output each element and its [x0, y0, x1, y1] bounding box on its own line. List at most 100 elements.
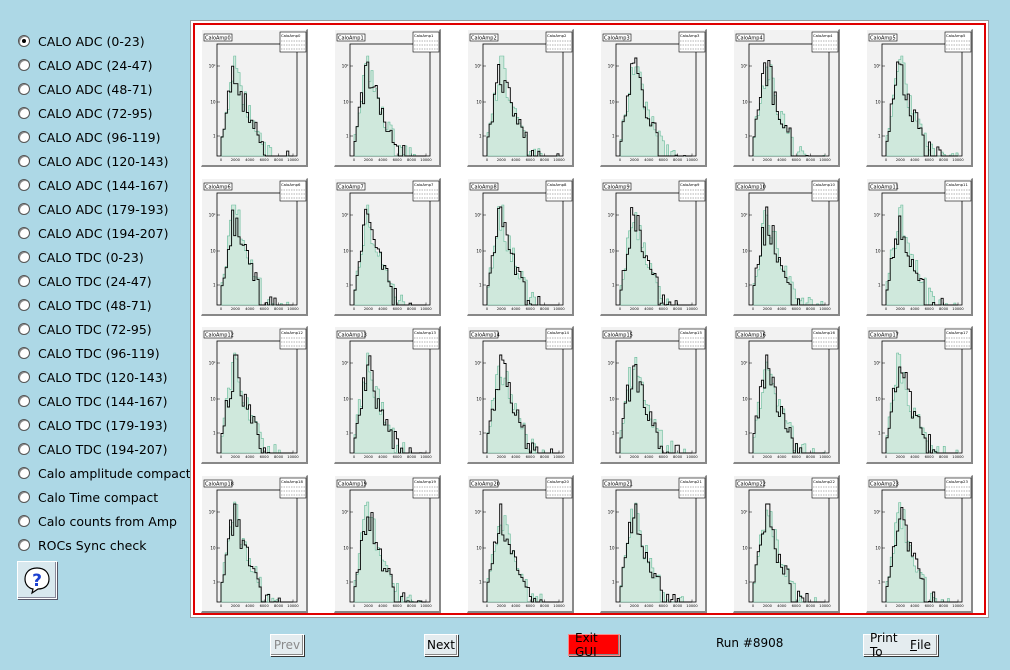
radio-button-icon[interactable] [18, 107, 30, 119]
histogram-option-radio[interactable]: CALO TDC (96-119) [18, 343, 160, 363]
x-tick-label: 10000 [553, 455, 565, 459]
data-histogram [752, 206, 825, 305]
histogram-option-radio[interactable]: CALO TDC (179-193) [18, 415, 168, 435]
histogram-option-radio[interactable]: CALO TDC (24-47) [18, 271, 152, 291]
y-tick-label: 10 [343, 545, 349, 550]
radio-button-icon[interactable] [18, 323, 30, 335]
x-tick-label: 8000 [407, 455, 417, 459]
radio-button-icon[interactable] [18, 395, 30, 407]
x-tick-label: 10000 [287, 604, 299, 608]
x-tick-label: 8000 [939, 307, 949, 311]
histogram-option-radio[interactable]: CALO TDC (144-167) [18, 391, 168, 411]
x-tick-label: 8000 [806, 307, 816, 311]
histogram-pad[interactable]: CaloAmp8 CaloAmp8 10² 10 1 0 2000 4000 6000 8000 1… [467, 177, 574, 316]
radio-button-icon[interactable] [18, 227, 30, 239]
histogram-option-radio[interactable]: CALO ADC (24-47) [18, 55, 153, 75]
histogram-option-radio[interactable]: CALO ADC (72-95) [18, 103, 153, 123]
histogram-option-label: CALO ADC (144-167) [38, 177, 169, 193]
histogram-title: CaloAmp12 [205, 333, 234, 339]
histogram-option-radio[interactable]: CALO TDC (120-143) [18, 367, 168, 387]
histogram-option-radio[interactable]: CALO TDC (0-23) [18, 247, 144, 267]
histogram-option-radio[interactable]: Calo counts from Amp [18, 511, 177, 531]
prev-button[interactable]: Prev [270, 634, 304, 656]
radio-button-icon[interactable] [18, 419, 30, 431]
histogram-option-radio[interactable]: CALO ADC (179-193) [18, 199, 168, 219]
histogram-pad[interactable]: CaloAmp17 CaloAmp17 10² 10 1 0 2000 4000 6000 800… [866, 326, 973, 464]
histogram-option-radio[interactable]: CALO ADC (144-167) [18, 175, 168, 195]
histogram-pad[interactable]: CaloAmp12 CaloAmp12 10² 10 1 0 2000 4000 6000 800… [201, 326, 308, 464]
radio-button-icon[interactable] [18, 467, 30, 479]
y-tick-label: 10 [609, 545, 615, 550]
radio-button-icon[interactable] [18, 539, 30, 551]
histogram-pad[interactable]: CaloAmp22 CaloAmp22 10² 10 1 0 2000 4000 6000 800… [733, 474, 840, 613]
histogram-title: CaloAmp17 [870, 333, 899, 339]
histogram-canvas[interactable]: CaloAmp0 CaloAmp0 10² 10 1 0 2000 4000 6000 8000 1… [190, 20, 989, 618]
histogram-pad[interactable]: CaloAmp13 CaloAmp13 10² 10 1 0 2000 4000 6000 800… [334, 326, 441, 464]
radio-button-icon[interactable] [18, 35, 30, 47]
histogram-pad[interactable]: CaloAmp16 CaloAmp16 10² 10 1 0 2000 4000 6000 800… [733, 326, 840, 464]
x-tick-label: 10000 [686, 455, 698, 459]
radio-button-icon[interactable] [18, 347, 30, 359]
stats-box-title: CaloAmp1 [414, 33, 434, 38]
histogram-option-radio[interactable]: ROCs Sync check [18, 535, 146, 555]
histogram-option-radio[interactable]: Calo amplitude compact [18, 463, 191, 483]
radio-button-icon[interactable] [18, 515, 30, 527]
histogram-pad[interactable]: CaloAmp9 CaloAmp9 10² 10 1 0 2000 4000 6000 8000 1… [600, 177, 707, 316]
histogram-pad[interactable]: CaloAmp19 CaloAmp19 10² 10 1 0 2000 4000 6000 800… [334, 474, 441, 613]
histogram-option-radio[interactable]: CALO TDC (48-71) [18, 295, 152, 315]
y-tick-label: 1 [878, 579, 881, 584]
histogram-option-radio[interactable]: CALO ADC (96-119) [18, 127, 161, 147]
histogram-pad[interactable]: CaloAmp6 CaloAmp6 10² 10 1 0 2000 4000 6000 8000 1… [201, 177, 308, 316]
histogram-option-radio[interactable]: CALO ADC (0-23) [18, 31, 145, 51]
radio-button-icon[interactable] [18, 179, 30, 191]
histogram-option-radio[interactable]: CALO ADC (48-71) [18, 79, 153, 99]
histogram-pad[interactable]: CaloAmp2 CaloAmp2 10² 10 1 0 2000 4000 6000 8000 1… [467, 29, 574, 167]
histogram-option-label: CALO ADC (24-47) [38, 57, 153, 73]
next-button[interactable]: Next [424, 634, 458, 656]
radio-button-icon[interactable] [18, 59, 30, 71]
radio-button-icon[interactable] [18, 443, 30, 455]
help-button[interactable]: ? [17, 561, 57, 599]
histogram-pad[interactable]: CaloAmp23 CaloAmp23 10² 10 1 0 2000 4000 6000 800… [866, 474, 973, 613]
x-tick-label: 0 [353, 604, 356, 608]
histogram-pad[interactable]: CaloAmp3 CaloAmp3 10² 10 1 0 2000 4000 6000 8000 1… [600, 29, 707, 167]
x-tick-label: 4000 [910, 604, 920, 608]
x-tick-label: 8000 [939, 158, 949, 162]
histogram-pad[interactable]: CaloAmp5 CaloAmp5 10² 10 1 0 2000 4000 6000 8000 1… [866, 29, 973, 167]
histogram-pad[interactable]: CaloAmp4 CaloAmp4 10² 10 1 0 2000 4000 6000 8000 1… [733, 29, 840, 167]
radio-button-icon[interactable] [18, 491, 30, 503]
radio-button-icon[interactable] [18, 203, 30, 215]
histogram-pad[interactable]: CaloAmp14 CaloAmp14 10² 10 1 0 2000 4000 6000 800… [467, 326, 574, 464]
histogram-pad[interactable]: CaloAmp20 CaloAmp20 10² 10 1 0 2000 4000 6000 800… [467, 474, 574, 613]
radio-button-icon[interactable] [18, 371, 30, 383]
histogram-pad[interactable]: CaloAmp21 CaloAmp21 10² 10 1 0 2000 4000 6000 800… [600, 474, 707, 613]
histogram-option-radio[interactable]: CALO TDC (72-95) [18, 319, 152, 339]
histogram-option-radio[interactable]: Calo Time compact [18, 487, 158, 507]
radio-button-icon[interactable] [18, 275, 30, 287]
histogram-pad[interactable]: CaloAmp15 CaloAmp15 10² 10 1 0 2000 4000 6000 800… [600, 326, 707, 464]
exit-gui-button[interactable]: Exit GUI [568, 631, 620, 659]
radio-button-icon[interactable] [18, 155, 30, 167]
histogram-pad[interactable]: CaloAmp1 CaloAmp1 10² 10 1 0 2000 4000 6000 8000 1… [334, 29, 441, 167]
histogram-option-radio[interactable]: CALO ADC (120-143) [18, 151, 168, 171]
radio-button-icon[interactable] [18, 299, 30, 311]
data-histogram [353, 208, 426, 305]
x-tick-label: 8000 [540, 604, 550, 608]
radio-button-icon[interactable] [18, 251, 30, 263]
y-tick-label: 1 [878, 431, 881, 436]
x-tick-label: 6000 [659, 604, 669, 608]
radio-button-icon[interactable] [18, 83, 30, 95]
histogram-pad[interactable]: CaloAmp0 CaloAmp0 10² 10 1 0 2000 4000 6000 8000 1… [201, 29, 308, 167]
histogram-pad[interactable]: CaloAmp10 CaloAmp10 10² 10 1 0 2000 4000 6000 800… [733, 177, 840, 316]
histogram-pad[interactable]: CaloAmp11 CaloAmp11 10² 10 1 0 2000 4000 6000 800… [866, 177, 973, 316]
histogram-option-radio[interactable]: CALO TDC (194-207) [18, 439, 168, 459]
radio-button-icon[interactable] [18, 131, 30, 143]
histogram-pad[interactable]: CaloAmp7 CaloAmp7 10² 10 1 0 2000 4000 6000 8000 1… [334, 177, 441, 316]
x-tick-label: 4000 [511, 158, 521, 162]
histogram-pad[interactable]: CaloAmp18 CaloAmp18 10² 10 1 0 2000 4000 6000 800… [201, 474, 308, 613]
histogram-title: CaloAmp11 [870, 184, 899, 190]
x-tick-label: 10000 [952, 455, 964, 459]
histogram-option-radio[interactable]: CALO ADC (194-207) [18, 223, 168, 243]
